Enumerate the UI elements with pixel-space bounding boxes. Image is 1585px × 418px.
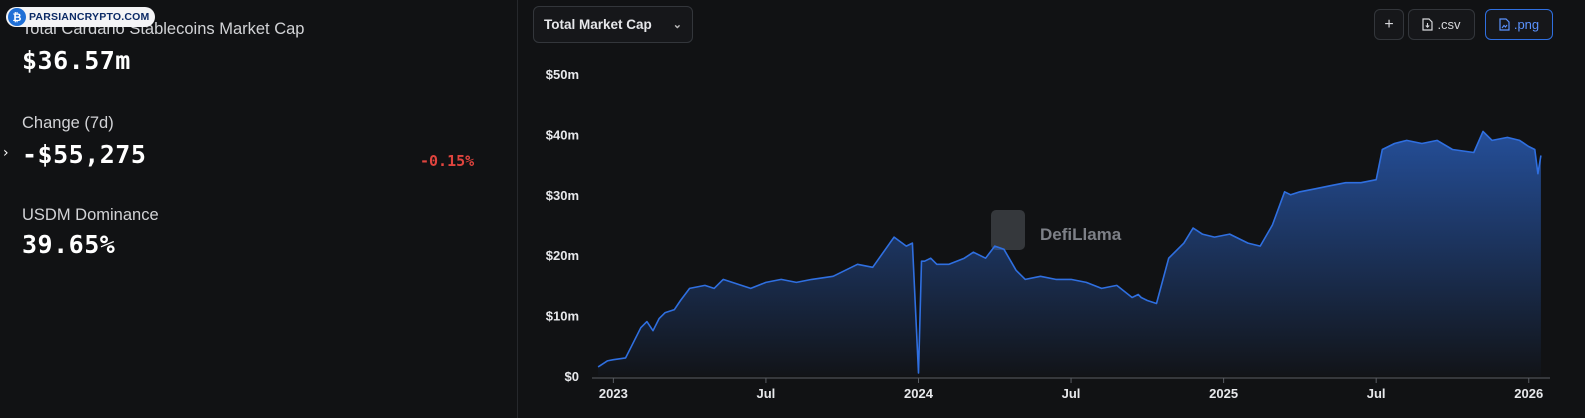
- x-tick-label: Jul: [1062, 386, 1081, 401]
- y-tick-label: $10m: [546, 309, 579, 324]
- metric-dropdown[interactable]: Total Market Cap ⌄: [533, 6, 693, 43]
- x-tick-label: Jul: [1367, 386, 1386, 401]
- metric-dropdown-label: Total Market Cap: [544, 17, 652, 32]
- download-png-button[interactable]: .png: [1485, 9, 1553, 40]
- dominance-label: USDM Dominance: [22, 206, 159, 224]
- llama-logo-icon: [991, 210, 1025, 250]
- chevron-down-icon: ⌄: [672, 19, 682, 31]
- download-csv-button[interactable]: .csv: [1408, 9, 1475, 40]
- x-tick-label: 2023: [599, 386, 628, 401]
- change-value: -$55,275: [22, 140, 147, 169]
- add-button[interactable]: +: [1374, 9, 1404, 40]
- x-tick-label: Jul: [757, 386, 776, 401]
- change-percent: -0.15%: [420, 152, 475, 170]
- change-label: Change (7d): [22, 114, 114, 132]
- chevron-right-icon[interactable]: ›: [3, 145, 9, 161]
- y-tick-label: $0: [565, 369, 579, 384]
- x-tick-label: 2025: [1209, 386, 1238, 401]
- y-tick-label: $40m: [546, 127, 579, 142]
- chart-panel: Total Market Cap ⌄ + .csv .png $0 $10m $20…: [518, 0, 1585, 418]
- defillama-watermark: DefiLlama: [991, 210, 1122, 250]
- dominance-value: 39.65%: [22, 230, 116, 259]
- watermark-badge: ₿ PARSIANCRYPTO.COM: [6, 7, 156, 27]
- series-line: [597, 130, 1542, 374]
- x-tick-label: 2026: [1514, 386, 1543, 401]
- stats-panel: ₿ PARSIANCRYPTO.COM Total Cardano Stable…: [0, 0, 518, 418]
- market-cap-value: $36.57m: [22, 46, 131, 75]
- csv-label: .csv: [1437, 17, 1461, 32]
- y-tick-label: $50m: [546, 67, 579, 82]
- watermark-text: PARSIANCRYPTO.COM: [29, 11, 150, 23]
- parsiancrypto-logo-icon: ₿: [8, 8, 26, 26]
- y-axis: $0 $10m $20m $30m $40m $50m: [546, 67, 579, 384]
- x-tick-label: 2024: [904, 386, 934, 401]
- png-label: .png: [1513, 17, 1540, 32]
- add-button-label: +: [1384, 15, 1394, 33]
- x-axis: 2023 Jul 2024 Jul 2025 Jul 2026: [592, 377, 1550, 401]
- market-cap-chart: $0$10m$20m$30m$40m$50m 2023 Jul 2024 Jul 202…: [546, 67, 1550, 401]
- series-area: [598, 131, 1541, 376]
- defillama-brand-text: DefiLlama: [1040, 225, 1122, 244]
- file-download-icon: [1422, 18, 1434, 31]
- image-file-icon: [1499, 18, 1510, 31]
- y-tick-label: $20m: [546, 248, 579, 263]
- y-tick-label: $30m: [546, 188, 579, 203]
- series-layer: [597, 130, 1542, 376]
